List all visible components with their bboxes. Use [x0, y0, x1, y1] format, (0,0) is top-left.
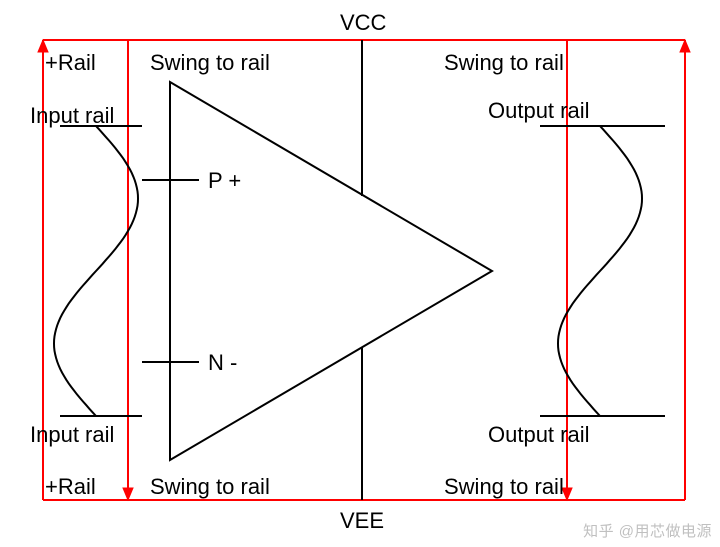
plus-rail-bot-label: +Rail — [45, 474, 96, 500]
rail-arrow-3-head — [680, 40, 690, 52]
input-rail-top-label: Input rail — [30, 103, 114, 129]
diagram-svg — [0, 0, 720, 547]
rail-arrow-1-head — [123, 488, 133, 500]
plus-rail-top-label: +Rail — [45, 50, 96, 76]
input-rail-bot-label: Input rail — [30, 422, 114, 448]
input-sine — [54, 126, 138, 416]
output-sine — [558, 126, 642, 416]
swing-br-label: Swing to rail — [444, 474, 564, 500]
vee-label: VEE — [340, 508, 384, 534]
swing-bl-label: Swing to rail — [150, 474, 270, 500]
swing-tr-label: Swing to rail — [444, 50, 564, 76]
opamp-triangle — [170, 82, 492, 460]
p-plus-label: P + — [208, 168, 241, 194]
watermark: 知乎 @用芯做电源 — [583, 520, 712, 541]
swing-tl-label: Swing to rail — [150, 50, 270, 76]
vcc-label: VCC — [340, 10, 386, 36]
output-rail-bot-label: Output rail — [488, 422, 590, 448]
output-rail-top-label: Output rail — [488, 98, 590, 124]
n-minus-label: N - — [208, 350, 237, 376]
